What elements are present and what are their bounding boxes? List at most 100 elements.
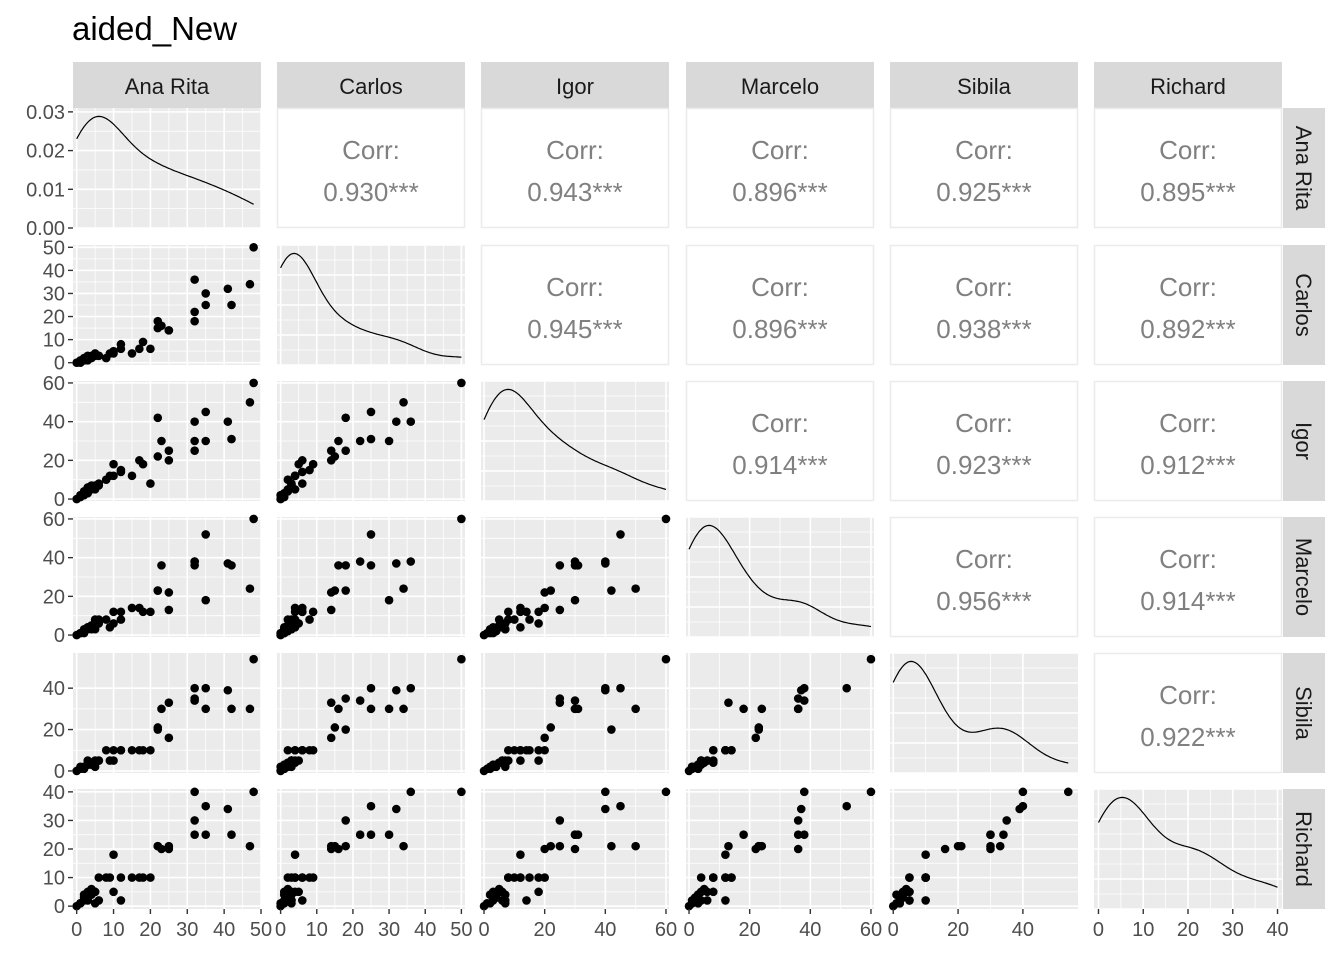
data-point <box>510 873 519 882</box>
data-point <box>146 607 155 617</box>
y-tick-label-carlos: 20 <box>43 307 65 329</box>
strip-right-sibila <box>1283 653 1325 773</box>
data-point <box>607 586 616 595</box>
corr-value-ana-rita-richard: 0.895*** <box>1140 177 1235 207</box>
data-point <box>146 873 155 882</box>
data-point <box>366 801 376 811</box>
data-point <box>793 704 803 714</box>
y-tick-label-ana-rita: 0.01 <box>26 179 65 201</box>
data-point <box>109 607 118 617</box>
data-point <box>201 436 211 446</box>
data-point <box>392 804 401 814</box>
data-point <box>708 887 718 897</box>
strip-top-label-richard: Richard <box>1150 74 1226 99</box>
data-point <box>190 275 199 284</box>
x-tick-label-carlos: 10 <box>306 919 328 941</box>
panel-carlos-igor <box>480 244 670 366</box>
data-point <box>503 607 513 617</box>
data-point <box>101 615 111 624</box>
data-point <box>616 801 625 811</box>
data-point <box>708 756 718 765</box>
strip-right-label-ana-rita: Ana Rita <box>1291 126 1316 211</box>
corr-label-ana-rita-sibila: Corr: <box>955 135 1013 165</box>
data-point <box>294 756 303 765</box>
strip-top-label-igor: Igor <box>556 74 594 99</box>
strip-right-label-igor: Igor <box>1291 422 1316 460</box>
data-point <box>1002 816 1011 825</box>
x-tick-label-ana-rita: 0 <box>71 919 82 941</box>
data-point <box>341 725 350 734</box>
data-point <box>555 561 565 570</box>
data-point <box>157 844 166 854</box>
data-point <box>724 698 733 707</box>
data-point <box>355 830 365 840</box>
data-point <box>727 873 736 882</box>
data-point <box>190 436 199 446</box>
data-point <box>116 896 126 905</box>
data-point <box>702 887 712 897</box>
data-point <box>757 704 767 714</box>
data-point <box>986 830 995 840</box>
corr-label-marcelo-sibila: Corr: <box>955 544 1013 574</box>
y-tick-label-marcelo: 60 <box>43 509 65 531</box>
data-point <box>341 816 350 825</box>
data-point <box>153 723 163 732</box>
data-point <box>866 787 876 797</box>
data-point <box>326 605 336 615</box>
data-point <box>116 465 126 475</box>
data-point <box>355 557 365 566</box>
data-point <box>190 446 199 455</box>
data-point <box>796 804 806 814</box>
strip-right-richard <box>1283 789 1325 909</box>
strip-right-label-marcelo: Marcelo <box>1291 538 1316 616</box>
corr-value-carlos-richard: 0.892*** <box>1140 314 1235 344</box>
y-tick-label-igor: 0 <box>54 489 65 511</box>
data-point <box>290 471 300 481</box>
x-tick-label-carlos: 0 <box>275 919 286 941</box>
data-point <box>503 756 513 765</box>
panel-igor-sibila <box>889 380 1079 502</box>
data-point <box>607 725 616 734</box>
data-point <box>384 830 394 840</box>
panel-ana-rita-carlos <box>276 107 466 229</box>
y-tick-label-sibila: 40 <box>43 678 65 700</box>
x-tick-label-richard: 30 <box>1222 919 1244 941</box>
data-point <box>355 696 365 705</box>
data-point <box>341 586 350 595</box>
data-point <box>540 588 549 597</box>
data-point <box>399 397 408 407</box>
corr-value-marcelo-richard: 0.914*** <box>1140 586 1235 616</box>
data-point <box>631 704 640 714</box>
data-point <box>109 619 118 628</box>
data-point <box>190 316 199 326</box>
panel-igor-marcelo <box>685 380 875 502</box>
data-point <box>201 683 211 693</box>
data-point <box>661 787 671 797</box>
y-tick-label-ana-rita: 0.03 <box>26 102 65 124</box>
y-tick-label-igor: 20 <box>43 450 65 472</box>
data-point <box>146 479 155 488</box>
data-point <box>94 873 104 882</box>
data-point <box>164 326 174 335</box>
data-point <box>249 787 258 797</box>
corr-value-igor-sibila: 0.923*** <box>936 450 1031 480</box>
data-point <box>525 745 534 755</box>
data-point <box>164 446 174 455</box>
data-point <box>534 745 543 755</box>
x-tick-label-igor: 20 <box>534 919 556 941</box>
density-curve-sibila <box>892 660 1069 764</box>
data-point <box>308 459 318 469</box>
strip-top-label-ana-rita: Ana Rita <box>125 74 210 99</box>
data-point <box>164 733 174 743</box>
data-point <box>223 804 233 814</box>
data-point <box>201 530 211 539</box>
density-curve-carlos <box>280 252 462 358</box>
data-point <box>721 745 730 755</box>
chart-title: aided_New <box>72 10 238 47</box>
corr-value-ana-rita-carlos: 0.930*** <box>323 177 418 207</box>
data-point <box>298 607 307 617</box>
data-point <box>570 696 580 705</box>
data-point <box>516 756 525 765</box>
panel-igor-richard <box>1093 380 1283 502</box>
data-point <box>146 344 155 354</box>
